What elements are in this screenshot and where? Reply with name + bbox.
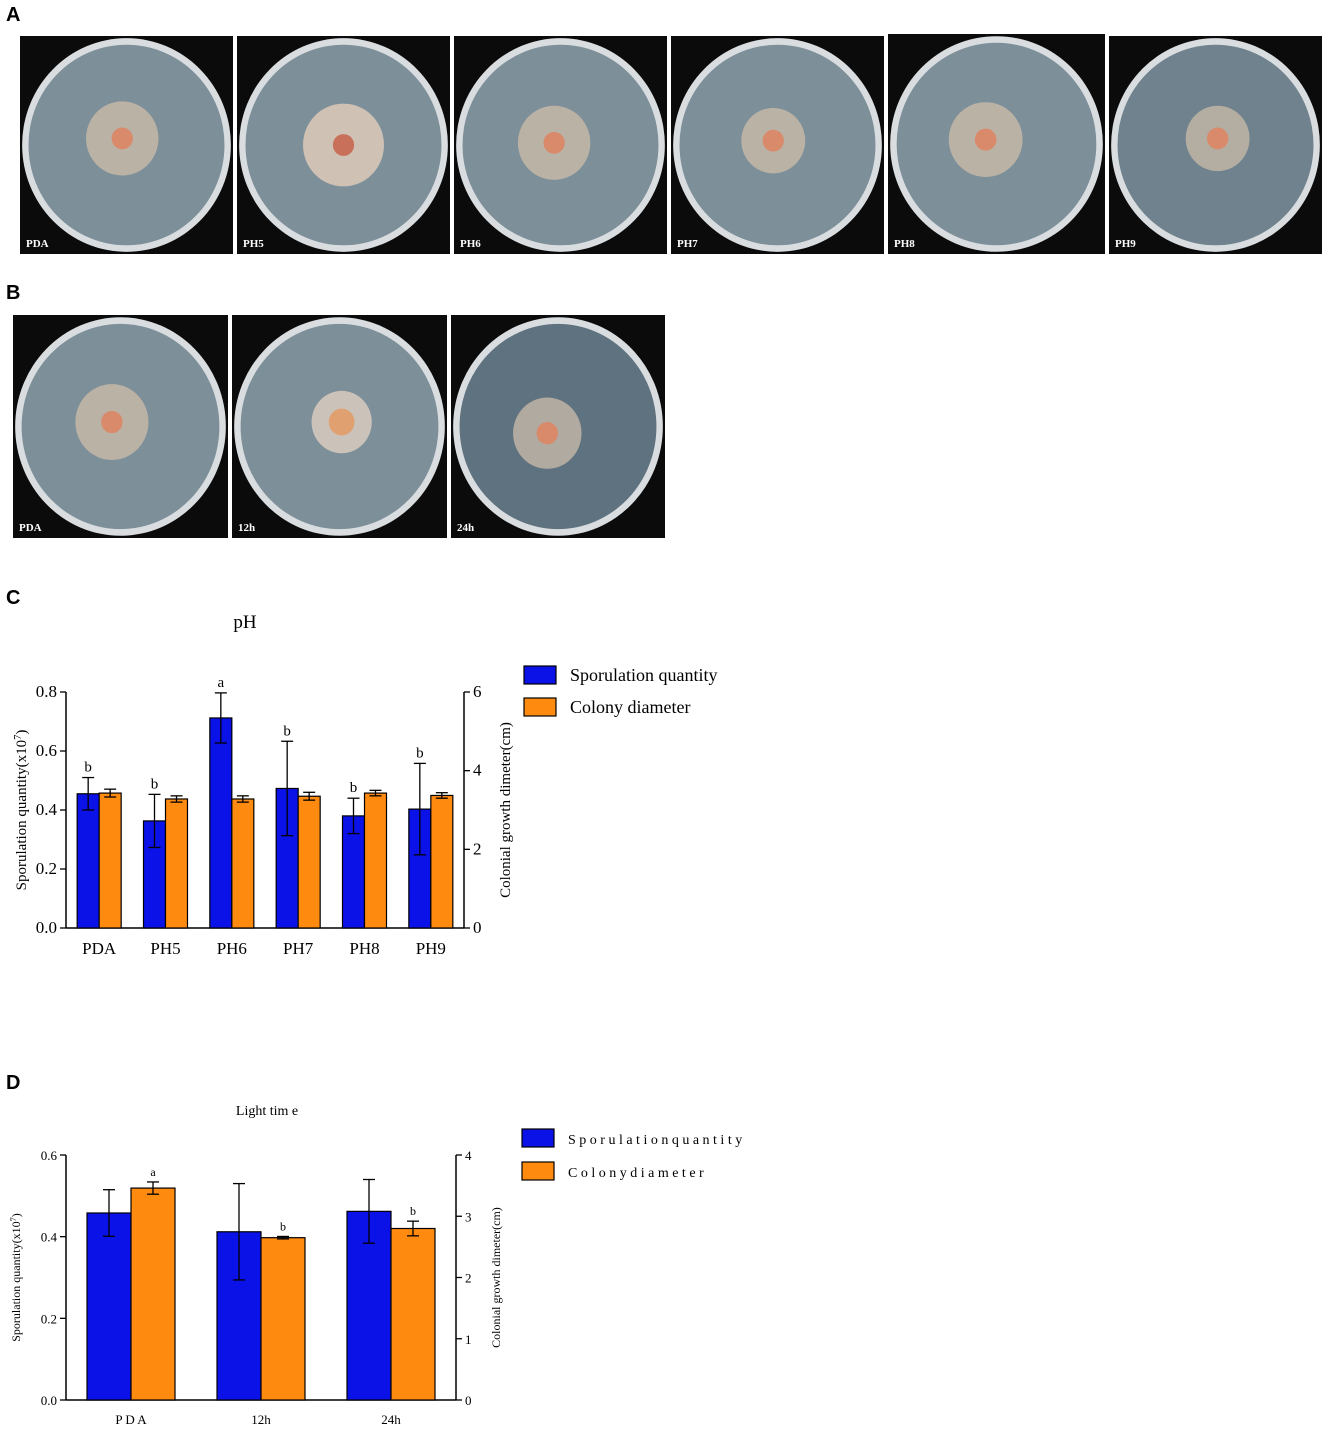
panel-a-label: A (6, 4, 21, 26)
petri-dish-image (237, 36, 450, 254)
bar-colony (130, 1187, 176, 1401)
y2-tick-label: 6 (473, 682, 482, 701)
panel-d-label: D (6, 1072, 21, 1094)
plate-label: PDA (26, 238, 49, 250)
y-tick-label: 0.0 (41, 1393, 57, 1408)
y-tick-label: 0.8 (36, 682, 57, 701)
chart-light-time: Light tim e 0.0 0.2 0.4 0.6 0 1 2 3 4 Sporulation … (9, 1104, 743, 1427)
plate-a-6: PH9 (1109, 36, 1322, 254)
petri-dish-image (454, 36, 667, 254)
chart-ph: pH 0.0 0.2 0.4 0.6 0.8 0 2 4 6 Sporulation quantit… (13, 612, 718, 958)
x-tick-label: 24h (381, 1412, 401, 1427)
plate-a-1: PDA (20, 36, 233, 254)
bar-colony (98, 792, 122, 929)
plate-label: 24h (457, 522, 475, 534)
petri-dish-image (671, 36, 884, 254)
y-tick-label: 0.4 (41, 1230, 58, 1245)
bar-sporulation (86, 1212, 132, 1401)
legend-label: C o l o n y d i a m e t e r (568, 1166, 704, 1181)
plate-label: 12h (238, 522, 256, 534)
plate-label: PH8 (894, 238, 915, 250)
y2-tick-label: 4 (473, 761, 482, 780)
x-tick-label: 12h (251, 1412, 271, 1427)
petri-dish-image (13, 315, 228, 538)
significance-letter: a (217, 675, 224, 691)
chart-title: pH (233, 612, 257, 633)
petri-dish-image (232, 315, 447, 538)
bar-colony (363, 792, 388, 929)
y2-tick-label: 1 (465, 1332, 472, 1347)
x-tick-label: PH6 (217, 939, 247, 958)
y-tick-label: 0.4 (36, 800, 58, 819)
legend-swatch-sporulation (523, 665, 557, 685)
bar-colony (297, 795, 321, 929)
legend-label: S p o r u l a t i o n q u a n t i t y (568, 1133, 742, 1148)
plate-b-1: PDA (13, 315, 228, 538)
y-axis-label: Sporulation quantity(x107) (9, 1213, 24, 1342)
legend-swatch-sporulation (521, 1128, 555, 1148)
legend-label: Colony diameter (570, 697, 690, 717)
y-tick-label: 0.2 (36, 859, 57, 878)
panel-b-label: B (6, 282, 21, 304)
y2-tick-label: 0 (473, 918, 482, 937)
petri-dish-image (1109, 36, 1322, 254)
significance-letter: b (416, 745, 424, 761)
petri-dish-image (20, 36, 233, 254)
plate-label: PH7 (677, 238, 698, 250)
significance-letter: b (280, 1219, 286, 1233)
bar-colony (164, 798, 189, 929)
bar-colony (260, 1237, 306, 1401)
bar-sporulation (76, 793, 100, 929)
y2-tick-label: 2 (473, 839, 482, 858)
plate-a-3: PH6 (454, 36, 667, 254)
y-tick-label: 0.6 (41, 1148, 58, 1163)
y2-tick-label: 3 (465, 1209, 472, 1224)
petri-dish-image (888, 34, 1105, 254)
plate-b-2: 12h (232, 315, 447, 538)
y2-tick-label: 2 (465, 1271, 472, 1286)
y2-tick-label: 0 (465, 1393, 472, 1408)
x-tick-label: PH9 (416, 939, 446, 958)
plate-a-2: PH5 (237, 36, 450, 254)
bar-colony (231, 798, 255, 929)
plate-label: PH6 (460, 238, 481, 250)
bar-sporulation (209, 717, 233, 929)
x-tick-label: PH7 (283, 939, 314, 958)
significance-letter: b (151, 776, 159, 792)
significance-letter: b (410, 1204, 416, 1218)
significance-letter: b (84, 760, 92, 776)
x-tick-label: PH5 (150, 939, 180, 958)
petri-dish-image (451, 315, 665, 538)
y2-axis-label: Colonial growth dimeter(cm) (498, 722, 514, 898)
y-tick-label: 0.2 (41, 1311, 57, 1326)
y-tick-label: 0.6 (36, 741, 57, 760)
x-tick-label: PDA (82, 939, 117, 958)
plate-a-5: PH8 (888, 34, 1105, 254)
significance-letter: a (150, 1165, 156, 1179)
plate-label: PH9 (1115, 238, 1136, 250)
panel-c-label: C (6, 587, 21, 609)
y-tick-label: 0.0 (36, 918, 57, 937)
bar-colony (430, 794, 454, 929)
x-tick-label: P D A (115, 1412, 147, 1427)
legend-label: Sporulation quantity (570, 665, 718, 685)
y2-tick-label: 4 (465, 1148, 472, 1163)
significance-letter: b (350, 780, 358, 796)
y-axis-label: Sporulation quantity(x107) (13, 730, 31, 891)
chart-title: Light tim e (236, 1104, 298, 1119)
y2-axis-label: Colonial growth dimeter(cm) (489, 1207, 503, 1348)
plate-label: PDA (19, 522, 42, 534)
legend-swatch-colony (521, 1161, 555, 1181)
significance-letter: b (283, 723, 291, 739)
legend-swatch-colony (523, 697, 557, 717)
plate-label: PH5 (243, 238, 264, 250)
plate-b-3: 24h (451, 315, 665, 538)
bar-colony (390, 1227, 436, 1401)
plate-a-4: PH7 (671, 36, 884, 254)
x-tick-label: PH8 (349, 939, 379, 958)
